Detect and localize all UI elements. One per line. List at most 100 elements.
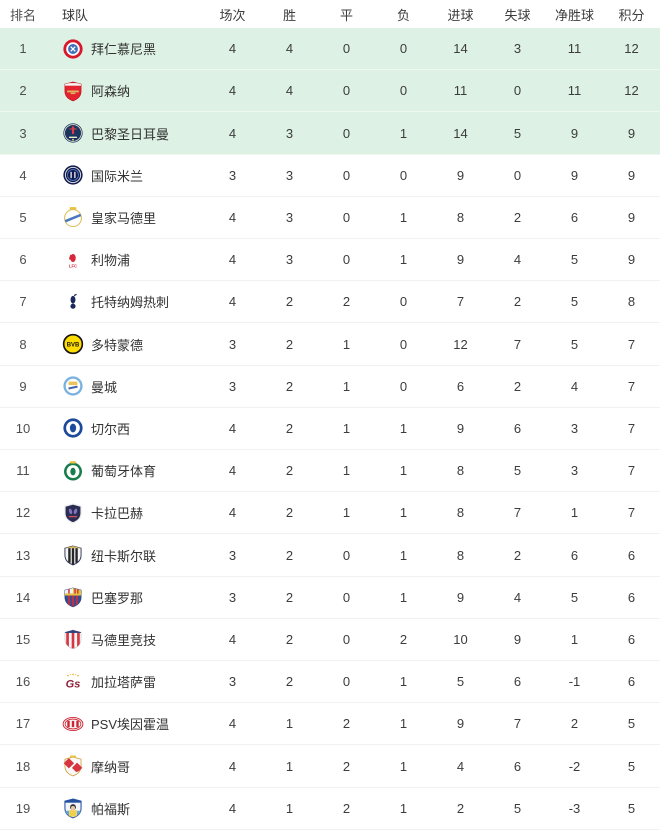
rank-cell: 11 xyxy=(16,463,30,479)
stat-pts: 5 xyxy=(627,758,636,774)
table-row: 8 BVB 多特蒙德 3 2 1 0 12 7 5 7 xyxy=(0,323,660,366)
team-cell[interactable]: 巴黎圣日耳曼 xyxy=(46,122,204,144)
liverpool-logo: LFC xyxy=(63,249,83,270)
stat-played: 4 xyxy=(228,631,237,647)
stat-gd: 11 xyxy=(567,83,582,99)
team-cell[interactable]: 国际米兰 xyxy=(46,164,204,186)
team-cell[interactable]: 拜仁慕尼黑 xyxy=(46,38,204,60)
stat-gd: 9 xyxy=(570,167,579,183)
rank-cell: 6 xyxy=(19,252,27,268)
stat-gf: 9 xyxy=(456,420,465,436)
stat-pts: 9 xyxy=(627,167,636,183)
stat-played: 4 xyxy=(228,505,237,521)
real-madrid-logo xyxy=(64,207,82,228)
stat-gd: 5 xyxy=(570,252,579,268)
stat-pts: 7 xyxy=(627,505,636,521)
bayern-munich-logo xyxy=(63,38,83,59)
team-cell[interactable]: 摩纳哥 xyxy=(46,755,204,777)
stat-draw: 2 xyxy=(342,758,351,774)
team-cell[interactable]: 曼城 xyxy=(46,375,204,397)
team-name: 拜仁慕尼黑 xyxy=(91,42,157,58)
svg-text:LFC: LFC xyxy=(69,263,77,268)
rank-cell: 10 xyxy=(15,420,31,436)
psg-logo xyxy=(63,123,83,143)
stat-win: 3 xyxy=(285,125,294,141)
rank-cell: 1 xyxy=(19,41,27,57)
stat-win: 2 xyxy=(285,420,294,436)
inter-milan-logo xyxy=(63,165,83,185)
column-header-win: 胜 xyxy=(282,7,296,23)
stat-pts: 8 xyxy=(627,294,636,310)
team-name: 卡拉巴赫 xyxy=(91,506,144,522)
column-header-rank: 排名 xyxy=(9,7,36,23)
stat-ga: 2 xyxy=(513,378,522,394)
stat-played: 4 xyxy=(228,252,237,268)
team-cell[interactable]: 帕福斯 xyxy=(46,797,204,819)
stat-win: 2 xyxy=(285,463,294,479)
stat-draw: 0 xyxy=(342,547,351,563)
team-cell[interactable]: 纽卡斯尔联 xyxy=(46,544,204,566)
arsenal-logo xyxy=(64,81,82,102)
rank-cell: 5 xyxy=(19,209,27,225)
team-cell[interactable]: Gs 加拉塔萨雷 xyxy=(46,671,204,693)
column-header-ga: 失球 xyxy=(504,7,531,23)
team-name: 加拉塔萨雷 xyxy=(91,675,157,691)
stat-gd: 5 xyxy=(570,294,579,310)
stat-pts: 6 xyxy=(627,631,636,647)
pafos-logo xyxy=(64,798,82,819)
stat-gf: 14 xyxy=(453,41,468,57)
team-cell[interactable]: 皇家马德里 xyxy=(46,206,204,228)
team-cell[interactable]: 马德里竞技 xyxy=(46,628,204,650)
chelsea-logo xyxy=(63,418,83,439)
team-cell[interactable]: LFC 利物浦 xyxy=(46,249,204,271)
team-cell[interactable]: PSV埃因霍温 xyxy=(46,713,204,735)
dortmund-logo: BVB xyxy=(62,333,84,355)
stat-loss: 0 xyxy=(399,294,408,310)
team-cell[interactable]: 卡拉巴赫 xyxy=(46,502,204,524)
stat-gf: 12 xyxy=(453,336,468,352)
stat-pts: 9 xyxy=(627,252,636,268)
table-row: 12 卡拉巴赫 4 2 1 1 8 7 1 7 xyxy=(0,492,660,535)
stat-gd: -3 xyxy=(568,800,581,816)
stat-gf: 8 xyxy=(456,463,465,479)
stat-gf: 9 xyxy=(456,716,465,732)
stat-loss: 1 xyxy=(399,716,408,732)
stat-win: 4 xyxy=(285,41,294,57)
qarabag-logo xyxy=(64,503,82,524)
team-cell[interactable]: 托特纳姆热刺 xyxy=(46,291,204,313)
team-cell[interactable]: 切尔西 xyxy=(46,417,204,439)
stat-gf: 9 xyxy=(456,167,465,183)
team-cell[interactable]: BVB 多特蒙德 xyxy=(46,333,204,355)
stat-draw: 0 xyxy=(342,252,351,268)
stat-pts: 7 xyxy=(627,336,636,352)
table-row: 13 纽卡斯尔联 3 2 0 1 8 2 6 6 xyxy=(0,534,660,577)
rank-cell: 2 xyxy=(19,83,27,99)
stat-played: 4 xyxy=(228,209,237,225)
stat-played: 4 xyxy=(228,463,237,479)
team-name: 摩纳哥 xyxy=(91,759,131,775)
team-cell[interactable]: 巴塞罗那 xyxy=(46,586,204,608)
rank-cell: 15 xyxy=(15,631,31,647)
team-name: PSV埃因霍温 xyxy=(91,717,170,733)
stat-gd: 4 xyxy=(570,378,579,394)
stat-pts: 6 xyxy=(627,674,636,690)
stat-loss: 1 xyxy=(399,463,408,479)
stat-draw: 2 xyxy=(342,294,351,310)
team-name: 国际米兰 xyxy=(91,168,144,184)
stat-loss: 1 xyxy=(399,209,408,225)
team-cell[interactable]: 葡萄牙体育 xyxy=(46,460,204,482)
stat-draw: 0 xyxy=(342,589,351,605)
table-row: 1 拜仁慕尼黑 4 4 0 0 14 3 11 12 xyxy=(0,28,660,71)
stat-played: 4 xyxy=(228,125,237,141)
stat-draw: 1 xyxy=(342,336,351,352)
team-name: 多特蒙德 xyxy=(91,337,144,353)
stat-played: 3 xyxy=(228,336,237,352)
rank-cell: 18 xyxy=(15,758,31,774)
rank-cell: 13 xyxy=(15,547,31,563)
barcelona-logo xyxy=(64,587,82,608)
stat-draw: 1 xyxy=(342,505,351,521)
table-row: 15 马德里竞技 4 2 0 2 10 9 1 6 xyxy=(0,618,660,662)
table-row: 10 切尔西 4 2 1 1 9 6 3 7 xyxy=(0,407,660,451)
team-cell[interactable]: 阿森纳 xyxy=(46,80,204,102)
stat-win: 1 xyxy=(285,716,294,732)
